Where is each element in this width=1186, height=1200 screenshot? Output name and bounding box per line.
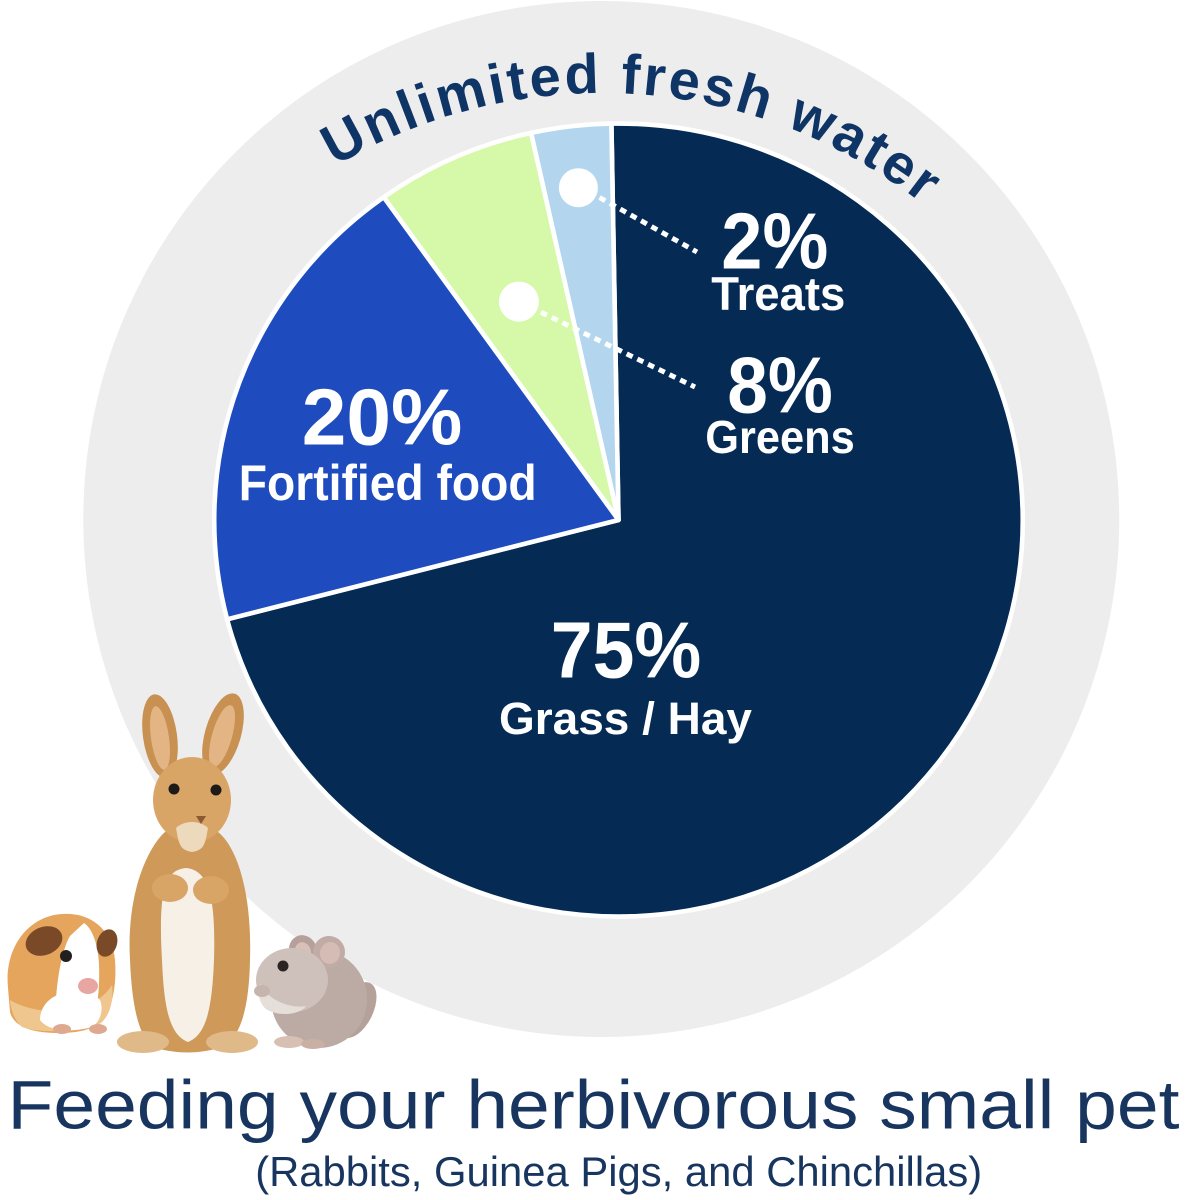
svg-text:Grass / Hay: Grass / Hay (499, 693, 752, 744)
svg-text:20%: 20% (302, 373, 463, 462)
svg-text:Greens: Greens (705, 411, 855, 463)
svg-text:Treats: Treats (711, 267, 845, 320)
svg-text:2%: 2% (721, 196, 828, 285)
svg-text:Fortified food: Fortified food (239, 455, 537, 511)
svg-text:8%: 8% (727, 341, 833, 430)
svg-text:(Rabbits, Guinea Pigs, and Chi: (Rabbits, Guinea Pigs, and Chinchillas) (255, 1148, 982, 1195)
svg-text:Feeding your herbivorous small: Feeding your herbivorous small pet (8, 1066, 1180, 1143)
svg-text:75%: 75% (551, 605, 702, 694)
